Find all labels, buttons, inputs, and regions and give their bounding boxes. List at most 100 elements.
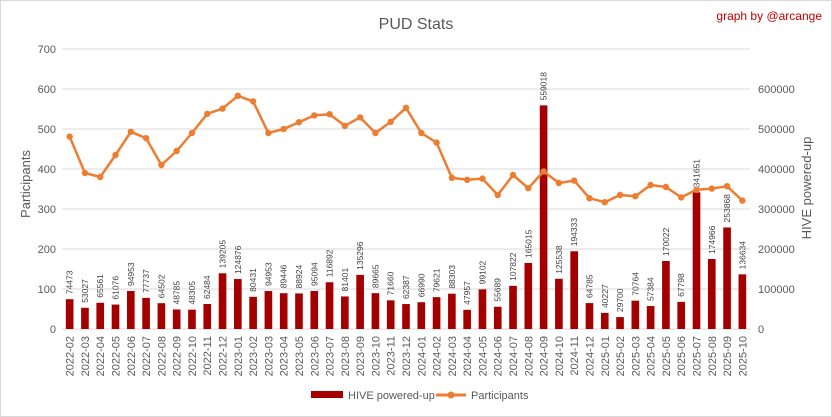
- participants-point-2022-10: [188, 129, 196, 137]
- bar-label-2022-09: 48785: [172, 281, 182, 305]
- bar-2024-06: [493, 306, 502, 329]
- x-tick-label: 2024-07: [508, 336, 520, 376]
- x-tick-label: 2024-08: [523, 336, 535, 376]
- x-tick-label: 2023-12: [401, 336, 413, 376]
- participants-point-2025-03: [632, 193, 639, 200]
- y-right-tick-label: 400000: [758, 164, 795, 176]
- y-left-tick-label: 0: [50, 324, 56, 336]
- bar-2022-08: [157, 303, 166, 329]
- bar-2022-10: [188, 309, 196, 329]
- bar-label-2023-07: 116892: [325, 249, 335, 277]
- legend-label-participants: Participants: [471, 390, 529, 402]
- participants-point-2025-05: [662, 183, 670, 191]
- bar-label-2023-12: 62387: [401, 275, 411, 299]
- x-tick-label: 2025-07: [691, 336, 703, 376]
- x-tick-label: 2025-03: [630, 336, 642, 376]
- x-tick-label: 2024-11: [569, 336, 581, 376]
- participants-point-2023-07: [326, 111, 333, 118]
- x-tick-label: 2022-08: [156, 336, 168, 376]
- participants-point-2024-11: [570, 177, 578, 184]
- x-tick-label: 2023-11: [386, 336, 398, 376]
- bar-2022-03: [81, 307, 89, 329]
- chart-title: PUD Stats: [379, 16, 454, 33]
- participants-point-2023-02: [249, 98, 257, 105]
- x-tick-label: 2022-02: [65, 336, 77, 376]
- legend-swatch-hive: [311, 391, 343, 398]
- x-tick-label: 2025-05: [661, 336, 673, 376]
- x-tick-label: 2022-05: [111, 336, 123, 376]
- participants-point-2025-09: [723, 183, 731, 190]
- x-tick-label: 2022-10: [187, 336, 199, 376]
- bar-label-2025-02: 29700: [615, 288, 625, 312]
- bar-label-2025-09: 253868: [722, 194, 732, 223]
- bar-2024-12: [585, 303, 594, 329]
- participants-point-2022-05: [112, 151, 119, 159]
- x-tick-label: 2024-01: [416, 336, 428, 376]
- x-tick-label: 2022-07: [141, 336, 153, 376]
- x-tick-label: 2023-03: [263, 336, 275, 376]
- bar-data-labels: 74473 53027 65561 61076 94953 77737 64502 48785…: [65, 72, 748, 312]
- participants-point-2024-02: [433, 139, 440, 146]
- participants-point-2023-05: [295, 119, 303, 126]
- bar-2023-11: [386, 300, 395, 329]
- bar-2025-01: [600, 312, 609, 329]
- bar-label-2023-02: 80431: [248, 268, 258, 292]
- y-left-axis-ticks: 0 100 200 300 400 500 600 700: [38, 44, 56, 336]
- bar-label-2025-03: 70764: [630, 272, 640, 296]
- x-tick-label: 2024-03: [447, 336, 459, 376]
- participants-point-2023-06: [311, 112, 318, 119]
- bar-2022-06: [126, 291, 135, 329]
- x-tick-label: 2025-02: [615, 336, 627, 376]
- bar-label-2023-11: 71660: [386, 271, 396, 295]
- legend-swatch-participants-marker: [447, 391, 455, 399]
- x-tick-label: 2024-06: [493, 336, 505, 376]
- bar-label-2022-05: 61076: [111, 276, 121, 300]
- y-right-tick-label: 600000: [758, 84, 795, 96]
- bar-2025-10: [738, 274, 747, 329]
- participants-point-2024-06: [494, 191, 501, 199]
- y-right-tick-label: 500000: [758, 124, 795, 136]
- participants-point-2024-07: [509, 171, 517, 179]
- bar-label-2024-12: 64785: [584, 274, 594, 298]
- bar-label-2025-05: 170022: [661, 227, 671, 256]
- bar-2023-10: [371, 293, 380, 329]
- participants-point-2025-02: [616, 191, 624, 199]
- participants-point-2022-09: [173, 147, 180, 155]
- participants-point-2024-12: [586, 195, 593, 202]
- bar-label-2022-06: 94953: [126, 262, 136, 286]
- y-left-tick-label: 600: [38, 84, 56, 96]
- participants-point-2022-07: [142, 135, 150, 142]
- bar-label-2023-03: 94953: [263, 262, 273, 286]
- participants-point-2023-03: [265, 129, 272, 137]
- x-tick-label: 2025-10: [737, 336, 749, 376]
- bar-2022-07: [142, 297, 150, 329]
- bar-2024-08: [524, 262, 533, 329]
- participants-point-2023-10: [372, 129, 379, 137]
- y-right-tick-label: 0: [758, 324, 764, 336]
- bar-2025-03: [631, 300, 640, 329]
- x-tick-label: 2022-03: [80, 336, 92, 376]
- participants-point-2022-08: [158, 161, 165, 169]
- x-tick-label: 2024-05: [477, 336, 489, 376]
- bar-2024-04: [463, 309, 471, 329]
- bar-2022-09: [172, 309, 181, 329]
- bar-label-2025-10: 136634: [737, 241, 747, 270]
- participants-point-2024-01: [418, 129, 425, 137]
- x-tick-label: 2023-01: [233, 336, 245, 376]
- x-tick-label: 2023-08: [340, 336, 352, 376]
- line-series: [66, 92, 746, 206]
- bar-2022-02: [65, 299, 74, 329]
- bar-2023-08: [341, 296, 349, 329]
- bar-2022-12: [218, 273, 227, 329]
- bar-2022-04: [96, 302, 105, 329]
- legend-label-hive: HIVE powered-up: [348, 390, 435, 402]
- y-right-tick-label: 200000: [758, 244, 795, 256]
- x-tick-label: 2023-04: [279, 336, 291, 376]
- bar-label-2022-08: 64502: [156, 274, 166, 298]
- x-tick-label: 2022-12: [218, 336, 230, 376]
- bar-label-2024-03: 88303: [447, 265, 457, 289]
- bar-2025-07: [692, 192, 701, 329]
- x-tick-label: 2024-09: [539, 336, 551, 376]
- participants-point-2023-11: [387, 118, 394, 126]
